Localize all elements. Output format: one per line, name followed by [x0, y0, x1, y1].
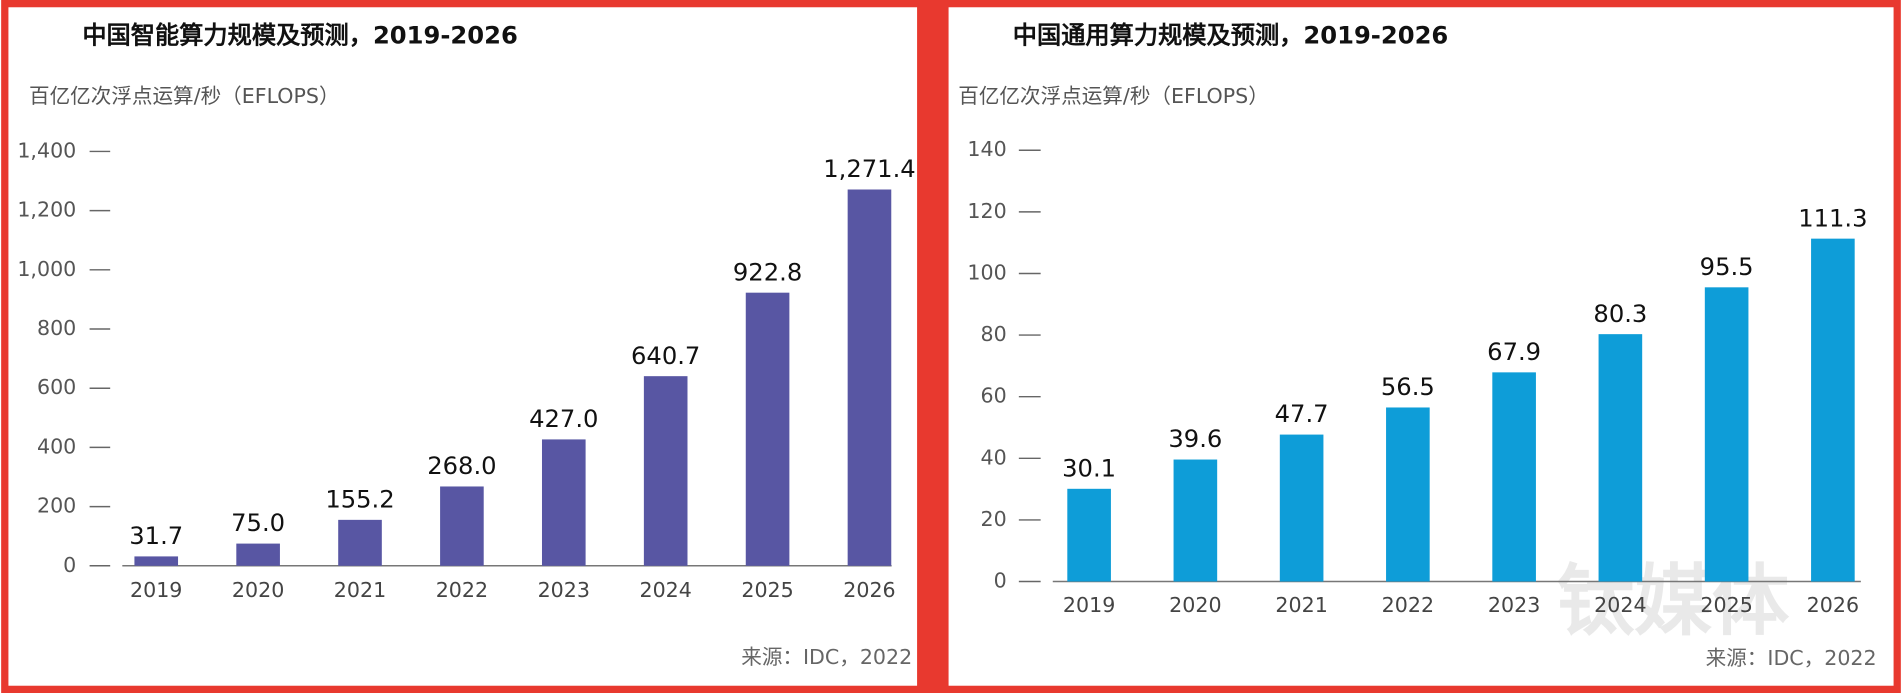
y-tick-label: 200	[37, 494, 76, 518]
value-label: 56.5	[1381, 373, 1435, 401]
chart-title: 中国智能算力规模及预测，2019-2026	[82, 21, 518, 49]
x-tick-label: 2021	[334, 578, 386, 602]
y-axis-label: 百亿亿次浮点运算/秒（EFLOPS）	[958, 84, 1269, 108]
watermark: 钛媒体	[1557, 556, 1790, 646]
y-tick-label: 1,400	[17, 138, 76, 162]
value-label: 30.1	[1062, 454, 1116, 482]
x-tick-label: 2026	[1807, 593, 1859, 617]
x-tick-label: 2020	[1169, 593, 1221, 617]
value-label: 1,271.4	[823, 155, 915, 183]
value-label: 427.0	[529, 405, 598, 433]
bar	[1067, 488, 1111, 582]
bar	[1173, 459, 1218, 582]
x-tick-label: 2021	[1275, 593, 1327, 617]
x-tick-label: 2023	[538, 578, 590, 602]
source: 来源：IDC，2022	[741, 645, 912, 669]
x-tick-label: 2019	[1063, 593, 1115, 617]
x-tick-label: 2022	[1382, 593, 1434, 617]
value-label: 47.7	[1275, 400, 1329, 428]
value-label: 922.8	[733, 258, 802, 286]
bar	[541, 439, 586, 566]
x-tick-label: 2025	[741, 578, 793, 602]
bar	[643, 376, 688, 566]
value-label: 111.3	[1798, 204, 1867, 232]
bar	[1386, 407, 1430, 582]
y-tick-label: 1,000	[17, 257, 76, 281]
y-tick-label: 1,200	[17, 198, 76, 222]
value-label: 39.6	[1168, 425, 1222, 453]
value-label: 31.7	[129, 522, 183, 550]
y-tick-label: 0	[63, 553, 76, 577]
x-tick-label: 2024	[639, 578, 691, 602]
x-tick-label: 2023	[1488, 593, 1540, 617]
bar	[1279, 434, 1324, 582]
value-label: 640.7	[631, 342, 700, 370]
y-tick-label: 60	[981, 384, 1007, 408]
value-label: 95.5	[1700, 253, 1754, 281]
bar	[847, 189, 892, 566]
y-tick-label: 20	[981, 507, 1007, 531]
x-tick-label: 2026	[843, 578, 895, 602]
bar	[236, 543, 280, 566]
bar	[1492, 372, 1536, 582]
bar	[1598, 334, 1643, 582]
x-tick-label: 2020	[232, 578, 284, 602]
value-label: 80.3	[1593, 300, 1647, 328]
y-tick-label: 80	[981, 322, 1007, 346]
value-label: 268.0	[427, 452, 496, 480]
source: 来源：IDC，2022	[1706, 646, 1877, 670]
bar	[440, 486, 484, 566]
y-tick-label: 120	[967, 199, 1006, 223]
bar	[134, 556, 179, 566]
value-label: 75.0	[231, 509, 285, 537]
y-tick-label: 400	[37, 434, 76, 458]
y-tick-label: 0	[994, 569, 1007, 593]
value-label: 155.2	[325, 485, 394, 513]
bar	[1811, 238, 1855, 582]
x-tick-label: 2024	[1594, 593, 1646, 617]
y-tick-label: 140	[967, 137, 1006, 161]
x-tick-label: 2019	[130, 578, 182, 602]
y-axis-label: 百亿亿次浮点运算/秒（EFLOPS）	[29, 84, 340, 108]
y-tick-label: 40	[981, 445, 1007, 469]
y-tick-label: 100	[967, 260, 1006, 284]
bar	[1704, 287, 1749, 582]
y-tick-label: 800	[37, 316, 76, 340]
chart-title: 中国通用算力规模及预测，2019-2026	[1013, 21, 1448, 49]
y-tick-label: 600	[37, 375, 76, 399]
value-label: 67.9	[1487, 338, 1541, 366]
x-tick-label: 2025	[1700, 593, 1752, 617]
bar	[338, 519, 382, 566]
bar	[745, 292, 790, 566]
x-tick-label: 2022	[436, 578, 488, 602]
